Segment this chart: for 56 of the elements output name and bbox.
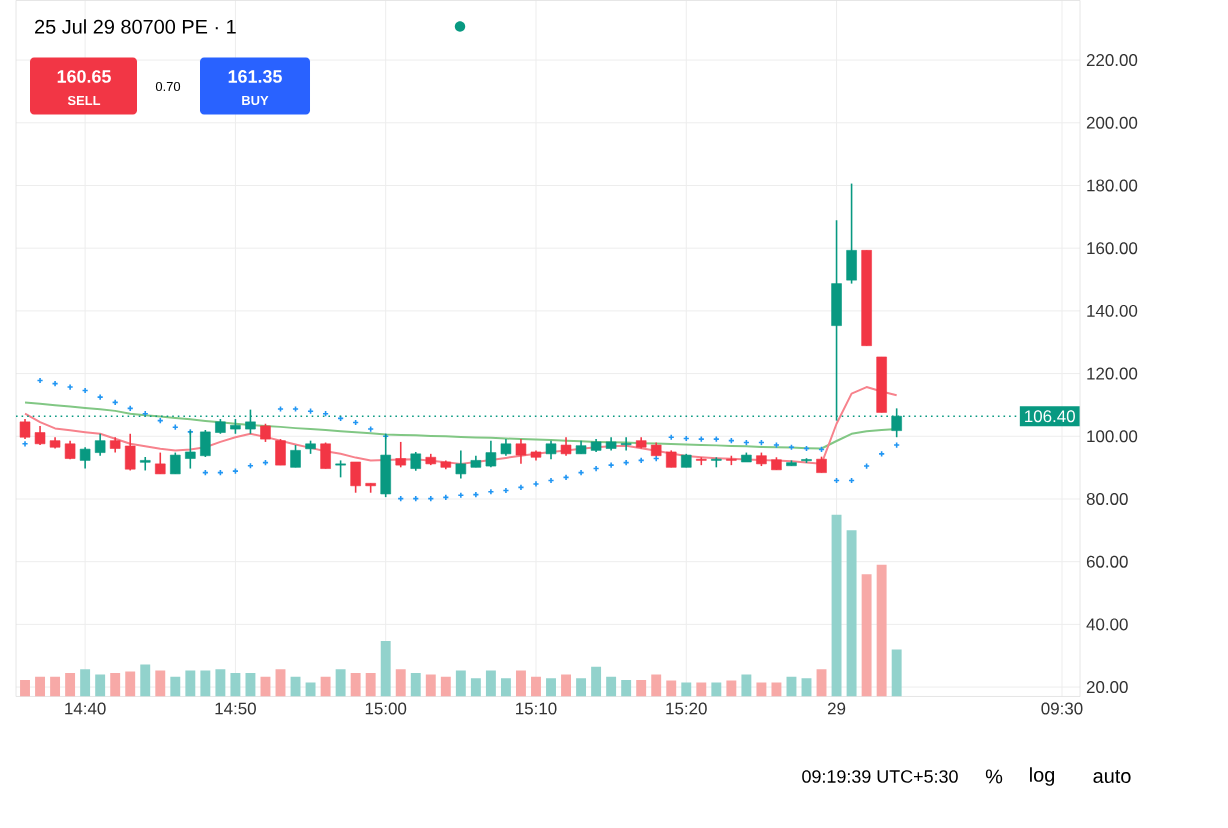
point [96, 393, 104, 401]
candlestick [155, 451, 166, 475]
y-tick-label: 40.00 [1086, 618, 1128, 631]
text: % [985, 769, 1003, 784]
point [66, 383, 74, 391]
text: 25 Jul 29 80700 PE · 1 [35, 18, 236, 34]
candlestick [696, 456, 707, 466]
candlestick [94, 432, 106, 457]
candlestick [200, 428, 211, 458]
text: 09:19:39 UTC+5:30 [802, 769, 958, 783]
y-tick-label: 60.00 [1086, 555, 1128, 568]
text: auto [1093, 769, 1131, 783]
candlestick [79, 446, 91, 470]
y-tick-label: 160.00 [1087, 241, 1138, 254]
ref-line-label: 106.40 [1025, 409, 1075, 422]
candlestick [620, 436, 632, 451]
candlestick [395, 440, 406, 468]
candlestick [139, 455, 151, 471]
x-tick-label: 15:20 [666, 702, 707, 715]
y-tick-label: 140.00 [1087, 304, 1138, 317]
x-tick-label: 29 [827, 702, 846, 715]
candlestick [260, 422, 271, 443]
y-tick-label: 180.00 [1087, 179, 1138, 192]
annotation: 161.35 [228, 69, 282, 83]
candlestick [275, 438, 286, 466]
y-tick-label: 80.00 [1086, 492, 1128, 505]
y-tick-label: 220.00 [1086, 53, 1138, 66]
point [21, 440, 29, 447]
y-tick-label: 20.00 [1086, 680, 1128, 693]
candlestick [545, 439, 557, 460]
x-tick-label: 14:50 [215, 702, 256, 715]
candlestick [124, 432, 136, 471]
y-tick-label: 100.00 [1087, 430, 1138, 443]
point [667, 433, 675, 441]
x-tick-label: 09:30 [1041, 702, 1083, 715]
candlestick [350, 460, 361, 494]
annotation: 160.65 [57, 69, 111, 83]
point [171, 423, 179, 431]
candlestick [455, 449, 467, 480]
x-tick-label: 15:10 [516, 702, 557, 715]
candlestick [320, 441, 331, 470]
x-tick-label: 14:40 [65, 702, 106, 715]
point [697, 435, 705, 443]
point [607, 461, 615, 469]
y-tick-label: 200.00 [1086, 116, 1138, 129]
y-tick-label: 120.00 [1087, 367, 1138, 380]
point [532, 480, 540, 488]
point [457, 491, 465, 499]
candlestick [560, 436, 572, 457]
candlestick [846, 182, 857, 285]
text: log [1030, 766, 1055, 786]
x-tick-label: 15:00 [365, 702, 407, 715]
candlestick [410, 450, 422, 472]
point [487, 488, 495, 495]
candlestick [290, 444, 301, 468]
candlestick [170, 451, 181, 475]
